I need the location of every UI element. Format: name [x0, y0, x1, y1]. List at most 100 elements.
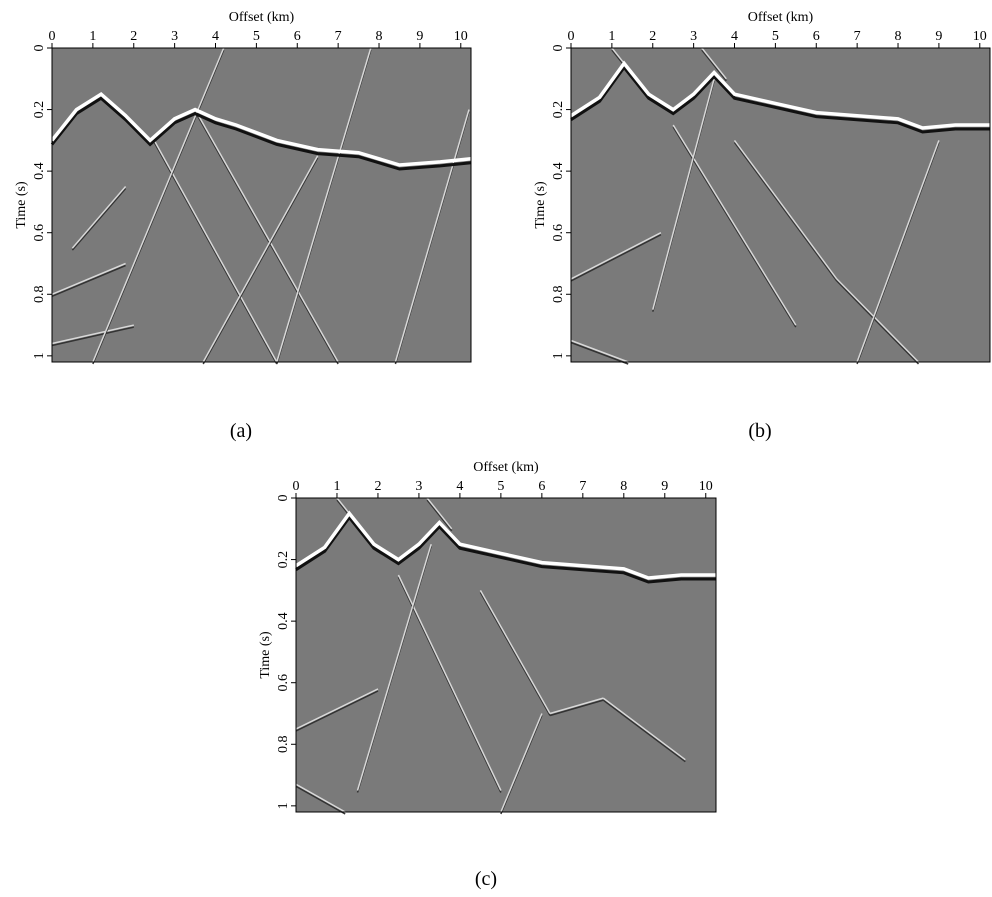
- event-dark: [500, 715, 543, 815]
- x-tick-label: 1: [89, 29, 96, 44]
- x-tick-label: 9: [416, 29, 423, 44]
- y-tick-label: 0: [276, 495, 291, 502]
- horizon-dark: [295, 514, 716, 584]
- event-dark: [194, 111, 339, 365]
- horizon-bright: [50, 92, 472, 167]
- event-dark: [570, 234, 662, 282]
- event-dark: [71, 188, 127, 251]
- event-bright: [202, 155, 319, 363]
- x-tick-label: 8: [895, 29, 902, 44]
- event-bright: [51, 262, 126, 295]
- y-axis-label: Time (s): [14, 181, 29, 229]
- event-dark: [92, 49, 225, 365]
- x-tick-label: 5: [772, 29, 779, 44]
- event-dark: [426, 499, 453, 532]
- y-tick-label: 0: [32, 45, 47, 52]
- horizon-bright: [570, 60, 990, 130]
- event-bright: [426, 497, 453, 530]
- event-dark: [836, 280, 920, 365]
- plot-frame: [51, 47, 472, 363]
- x-tick-label: 5: [497, 479, 504, 494]
- seismic-image: [296, 498, 716, 812]
- event-bright: [295, 688, 379, 730]
- x-tick-label: 9: [661, 479, 668, 494]
- y-tick-label: 0.8: [276, 736, 291, 754]
- event-bright: [153, 140, 278, 363]
- x-tick-label: 10: [454, 29, 468, 44]
- y-tick-label: 1: [276, 802, 291, 809]
- y-tick-label: 0.4: [551, 162, 566, 180]
- event-bright: [394, 109, 470, 363]
- y-tick-label: 1: [32, 352, 47, 359]
- event-bright: [701, 47, 727, 80]
- event-dark: [153, 142, 278, 365]
- x-tick-label: 2: [649, 29, 656, 44]
- event-dark: [51, 326, 134, 347]
- y-tick-label: 0: [551, 45, 566, 52]
- horizon-dark: [50, 96, 472, 171]
- y-axis-label: Time (s): [533, 181, 548, 229]
- y-tick-label: 0.4: [32, 162, 47, 180]
- event-dark: [479, 592, 551, 716]
- event-bright: [500, 713, 543, 813]
- event-bright: [733, 139, 838, 280]
- event-dark: [549, 699, 604, 717]
- event-bright: [856, 140, 940, 363]
- x-tick-label: 6: [538, 479, 545, 494]
- x-tick-label: 10: [973, 29, 987, 44]
- event-dark: [733, 141, 838, 282]
- x-axis-label: Offset (km): [748, 10, 814, 25]
- event-bright: [295, 783, 346, 813]
- caption: (b): [748, 420, 771, 442]
- x-tick-label: 1: [333, 479, 340, 494]
- event-bright: [276, 47, 372, 363]
- y-tick-label: 1: [551, 352, 566, 359]
- event-bright: [836, 278, 920, 363]
- event-bright: [602, 697, 686, 761]
- x-tick-label: 7: [335, 29, 342, 44]
- event-dark: [397, 576, 502, 793]
- event-bright: [397, 574, 502, 791]
- x-tick-label: 1: [608, 29, 615, 44]
- y-tick-label: 0.8: [32, 286, 47, 304]
- x-tick-label: 9: [935, 29, 942, 44]
- event-bright: [570, 339, 629, 363]
- event-dark: [51, 264, 126, 297]
- seismic-image: [52, 48, 471, 362]
- horizon-bright: [295, 510, 716, 580]
- y-tick-label: 0.8: [551, 286, 566, 304]
- y-tick-label: 0.6: [32, 224, 47, 242]
- event-bright: [356, 543, 432, 791]
- x-tick-label: 5: [253, 29, 260, 44]
- y-axis-label: Time (s): [258, 631, 273, 679]
- event-bright: [71, 186, 127, 249]
- x-axis-label: Offset (km): [473, 460, 539, 475]
- panel: 0 1 2 3 4 5 6 7 8 9 10 0 0.2 0.4 0.6 0.8 1 Offset (km) Tim…: [14, 10, 472, 442]
- y-tick-label: 0.2: [276, 551, 291, 569]
- x-tick-label: 7: [854, 29, 861, 44]
- x-tick-label: 4: [731, 29, 738, 44]
- event-dark: [295, 785, 346, 815]
- event-bright: [92, 47, 225, 363]
- x-tick-label: 8: [620, 479, 627, 494]
- plot-frame: [295, 497, 717, 813]
- y-tick-label: 0.2: [32, 101, 47, 119]
- horizon-dark: [570, 64, 990, 134]
- x-tick-label: 0: [568, 29, 575, 44]
- x-tick-label: 2: [374, 479, 381, 494]
- x-tick-label: 3: [690, 29, 697, 44]
- panel: 0 1 2 3 4 5 6 7 8 9 10 0 0.2 0.4 0.6 0.8 1 Offset (km) Tim…: [258, 460, 717, 890]
- panel: 0 1 2 3 4 5 6 7 8 9 10 0 0.2 0.4 0.6 0.8 1 Offset (km) Tim…: [533, 10, 991, 442]
- x-tick-label: 4: [456, 479, 463, 494]
- event-bright: [652, 78, 715, 310]
- event-bright: [570, 232, 662, 280]
- x-tick-label: 6: [294, 29, 301, 44]
- x-tick-label: 0: [49, 29, 56, 44]
- x-tick-label: 0: [293, 479, 300, 494]
- caption: (c): [475, 868, 497, 890]
- event-dark: [602, 699, 686, 763]
- x-tick-label: 7: [579, 479, 586, 494]
- event-dark: [295, 690, 379, 732]
- event-dark: [701, 49, 727, 82]
